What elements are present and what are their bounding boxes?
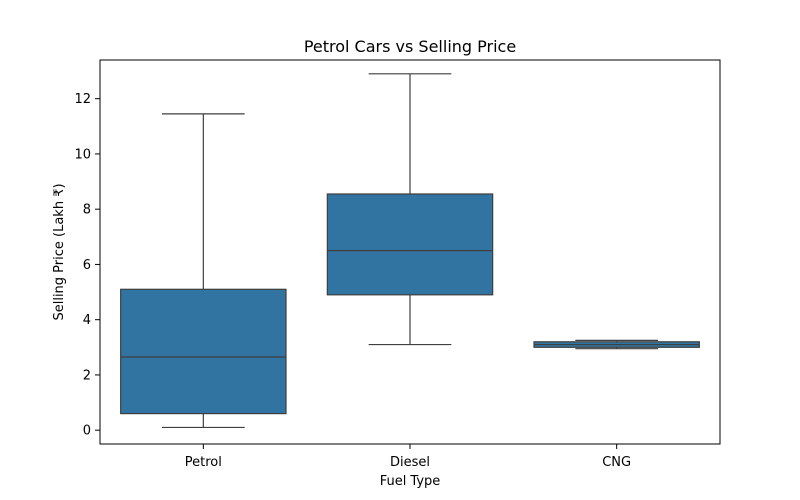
y-tick-label-0: 0	[83, 424, 91, 439]
box-diesel	[326, 193, 494, 296]
x-tick-label-diesel: Diesel	[390, 455, 430, 470]
y-axis-label: Selling Price (Lakh ₹)	[52, 183, 67, 320]
box-group	[120, 73, 700, 429]
y-axis: 0 2 4 6 8 10 12	[74, 92, 100, 439]
y-tick-label-12: 12	[74, 92, 91, 107]
x-axis-label: Fuel Type	[380, 474, 441, 489]
y-tick-label-4: 4	[83, 313, 91, 328]
y-tick-label-10: 10	[74, 147, 91, 162]
y-tick-label-2: 2	[83, 368, 91, 383]
box-petrol	[120, 288, 287, 415]
chart-title: Petrol Cars vs Selling Price	[304, 37, 516, 56]
x-axis: Petrol Diesel CNG	[185, 444, 631, 470]
y-tick-label-6: 6	[83, 258, 91, 273]
x-tick-label-cng: CNG	[602, 455, 631, 470]
y-tick-label-8: 8	[83, 203, 91, 218]
x-tick-label-petrol: Petrol	[185, 455, 222, 470]
